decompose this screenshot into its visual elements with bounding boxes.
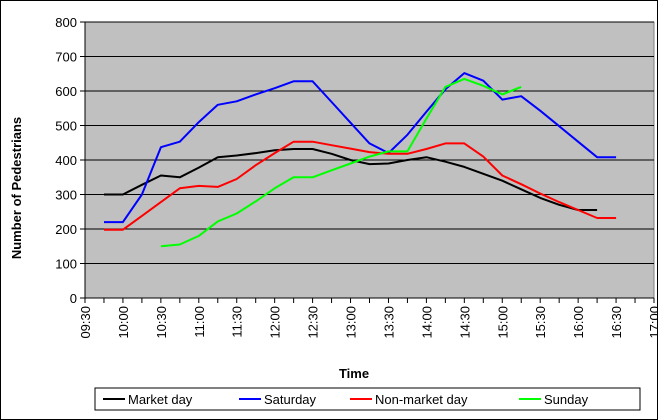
series-line-non-market-day <box>104 140 617 231</box>
x-axis: 09:30 10:00 10:30 11:00 11:30 12:00 12:30 13:00… <box>78 297 658 339</box>
x-tick-label: 16:00 <box>571 306 586 339</box>
series-lines <box>104 72 617 248</box>
x-tick-label: 17:00 <box>647 306 658 339</box>
x-tick-label: 10:30 <box>154 306 169 339</box>
y-tick-label: 700 <box>55 50 77 65</box>
legend-label: Sunday <box>544 392 589 407</box>
y-tick-label: 200 <box>55 222 77 237</box>
x-tick-label: 11:00 <box>192 306 207 338</box>
series-line-market-day <box>104 148 598 211</box>
x-tick-label: 09:30 <box>78 306 93 339</box>
x-tick-label: 15:00 <box>495 306 510 339</box>
legend-label: Non-market day <box>375 392 468 407</box>
x-tick-label: 13:30 <box>381 306 396 339</box>
x-axis-title: Time <box>339 366 369 381</box>
y-axis: 0 100 200 300 400 500 600 700 800 <box>55 15 654 306</box>
legend-label: Saturday <box>264 392 317 407</box>
series-line-sunday <box>160 77 522 248</box>
y-axis-title: Number of Pedestrians <box>9 117 24 259</box>
x-tick-label: 11:30 <box>230 306 245 338</box>
y-tick-label: 500 <box>55 119 77 134</box>
x-tick-label: 14:30 <box>457 306 472 339</box>
legend-label: Market day <box>128 392 193 407</box>
y-tick-label: 300 <box>55 188 77 203</box>
x-tick-label: 14:00 <box>419 306 434 339</box>
y-tick-label: 100 <box>55 257 77 272</box>
series-line-saturday <box>104 72 617 224</box>
x-tick-label: 16:30 <box>609 306 624 339</box>
x-tick-label: 15:30 <box>533 306 548 339</box>
x-tick-label: 10:00 <box>116 306 131 339</box>
x-tick-label: 13:00 <box>344 306 359 339</box>
y-tick-label: 400 <box>55 153 77 168</box>
x-tick-label: 12:30 <box>306 306 321 339</box>
y-tick-label: 800 <box>55 15 77 30</box>
legend: Market day Saturday Non-market day Sunday <box>94 387 641 411</box>
x-tick-label: 12:00 <box>268 306 283 339</box>
y-tick-label: 600 <box>55 84 77 99</box>
y-tick-label: 0 <box>70 291 77 306</box>
